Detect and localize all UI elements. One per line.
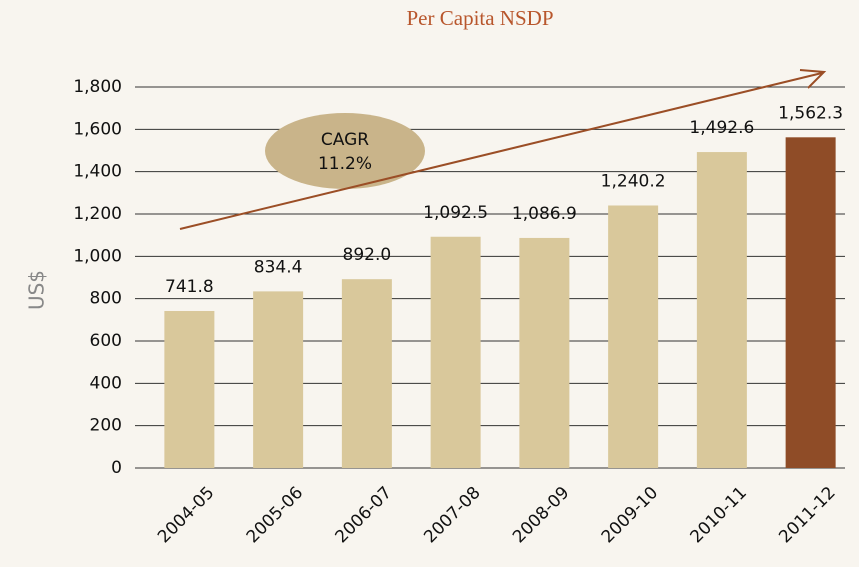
value-label: 1,092.5 xyxy=(423,203,488,223)
bar xyxy=(785,137,836,468)
cagr-value: 11.2% xyxy=(318,154,372,174)
bar xyxy=(253,291,304,468)
y-tick-label: 600 xyxy=(90,331,122,351)
y-tick-label: 800 xyxy=(90,289,122,309)
value-label: 1,086.9 xyxy=(512,204,577,224)
y-tick-label: 1,000 xyxy=(73,246,122,266)
bar xyxy=(341,279,392,468)
value-label: 1,562.3 xyxy=(778,103,843,123)
bar xyxy=(608,205,659,468)
y-tick-label: 1,200 xyxy=(73,204,122,224)
bar xyxy=(696,152,747,468)
y-tick-label: 400 xyxy=(90,373,122,393)
y-tick-label: 200 xyxy=(90,416,122,436)
value-label: 834.4 xyxy=(254,257,303,277)
value-label: 1,240.2 xyxy=(601,171,666,191)
bar xyxy=(164,310,215,468)
cagr-bubble xyxy=(265,113,425,189)
y-tick-label: 1,400 xyxy=(73,162,122,182)
value-label: 741.8 xyxy=(165,277,214,297)
y-tick-label: 0 xyxy=(111,458,122,478)
value-label: 1,492.6 xyxy=(689,118,754,138)
arrow-head xyxy=(799,69,827,89)
cagr-title: CAGR xyxy=(321,130,369,150)
y-tick-label: 1,800 xyxy=(73,77,122,97)
bar xyxy=(519,237,570,468)
value-label: 892.0 xyxy=(343,245,392,265)
chart-title: Per Capita NSDP xyxy=(407,6,554,30)
bar xyxy=(430,236,481,468)
trend-arrow xyxy=(179,72,823,230)
y-tick-label: 1,600 xyxy=(73,119,122,139)
y-axis-label: US$ xyxy=(25,270,49,310)
